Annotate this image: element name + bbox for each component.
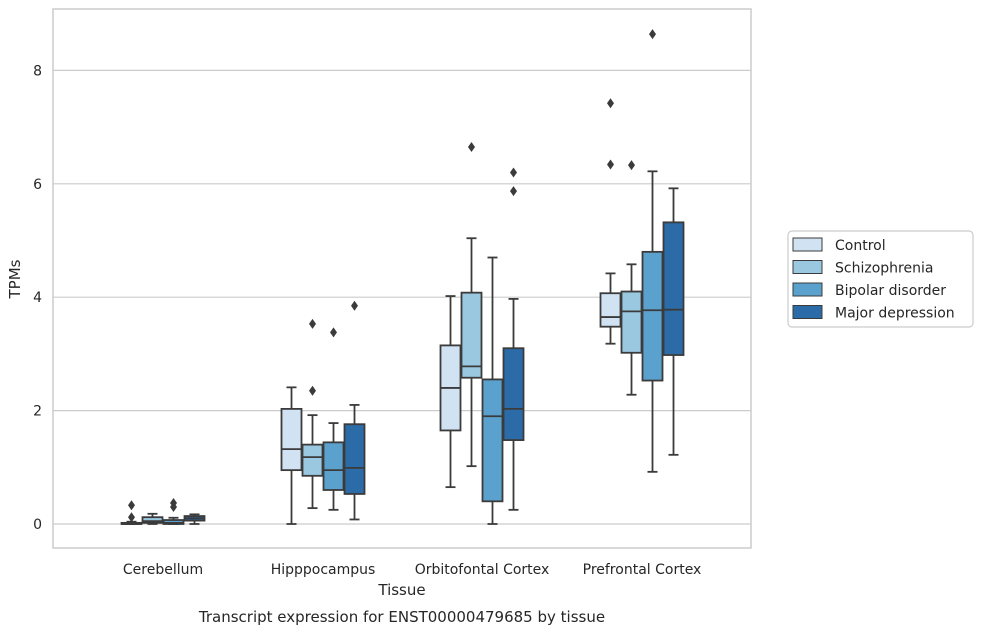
box-body	[322, 441, 345, 491]
chart-caption: Transcript expression for ENST0000047968…	[198, 608, 605, 626]
legend-label: Control	[835, 238, 886, 254]
outlier-marker	[510, 186, 517, 197]
outlier-marker	[309, 318, 316, 329]
x-tick-label: Hipppocampus	[271, 562, 376, 578]
box-body	[620, 290, 643, 354]
box	[620, 160, 643, 396]
box	[481, 256, 504, 525]
box-body	[343, 423, 366, 495]
box-body	[641, 250, 664, 382]
box	[460, 141, 483, 468]
box	[162, 498, 185, 525]
x-tick-label: Prefrontal Cortex	[583, 562, 702, 578]
box	[120, 500, 143, 525]
y-tick-label: 4	[33, 290, 42, 306]
legend: Control Schizophrenia Bipolar disorder Majo…	[787, 230, 974, 328]
x-axis-ticks: Cerebellum Hipppocampus Orbitofontal Corte…	[123, 562, 701, 578]
outlier-marker	[607, 159, 614, 170]
box-body	[141, 516, 164, 524]
box	[301, 318, 324, 510]
box-body	[662, 221, 685, 356]
outlier-marker	[510, 167, 517, 178]
outlier-marker	[649, 29, 656, 40]
box	[599, 98, 622, 345]
box-body	[481, 378, 504, 503]
plot-frame	[52, 8, 752, 549]
x-axis-label: Tissue	[377, 581, 425, 599]
box	[280, 386, 303, 525]
y-tick-label: 8	[33, 63, 42, 79]
outlier-marker	[309, 385, 316, 396]
box-plot-series	[120, 29, 685, 525]
legend-label: Bipolar disorder	[835, 283, 946, 299]
legend-swatch	[792, 237, 823, 252]
box	[343, 300, 366, 521]
box	[641, 29, 664, 473]
box	[439, 295, 462, 489]
box-body	[460, 291, 483, 379]
outlier-marker	[351, 300, 358, 311]
outlier-marker	[468, 141, 475, 152]
outlier-marker	[628, 160, 635, 171]
y-tick-label: 0	[33, 517, 42, 533]
box	[183, 513, 206, 525]
box	[141, 512, 164, 525]
legend-swatch	[792, 305, 823, 319]
outlier-marker	[330, 327, 337, 338]
outlier-marker	[170, 501, 177, 512]
legend-swatch	[792, 282, 823, 297]
legend-swatch	[792, 260, 823, 274]
x-tick-label: Orbitofontal Cortex	[415, 562, 550, 578]
outlier-marker	[607, 98, 614, 109]
legend-label: Schizophrenia	[835, 261, 933, 277]
box-body	[599, 292, 622, 328]
y-tick-label: 2	[33, 404, 42, 420]
legend-label: Major depression	[835, 306, 955, 322]
y-tick-label: 6	[33, 177, 42, 193]
box-body	[502, 347, 525, 441]
box-body	[301, 443, 324, 477]
box-body	[280, 407, 303, 472]
legend-frame	[787, 230, 974, 328]
box	[662, 187, 685, 456]
y-axis-ticks: 0 2 4 6 8	[33, 63, 42, 533]
plot-border	[52, 8, 752, 549]
grid-lines	[53, 69, 751, 525]
outlier-marker	[128, 500, 135, 511]
y-axis-label: TPMs	[6, 259, 24, 299]
box	[502, 167, 525, 511]
outlier-marker	[128, 512, 135, 523]
x-tick-label: Cerebellum	[123, 562, 203, 578]
box	[322, 327, 345, 511]
